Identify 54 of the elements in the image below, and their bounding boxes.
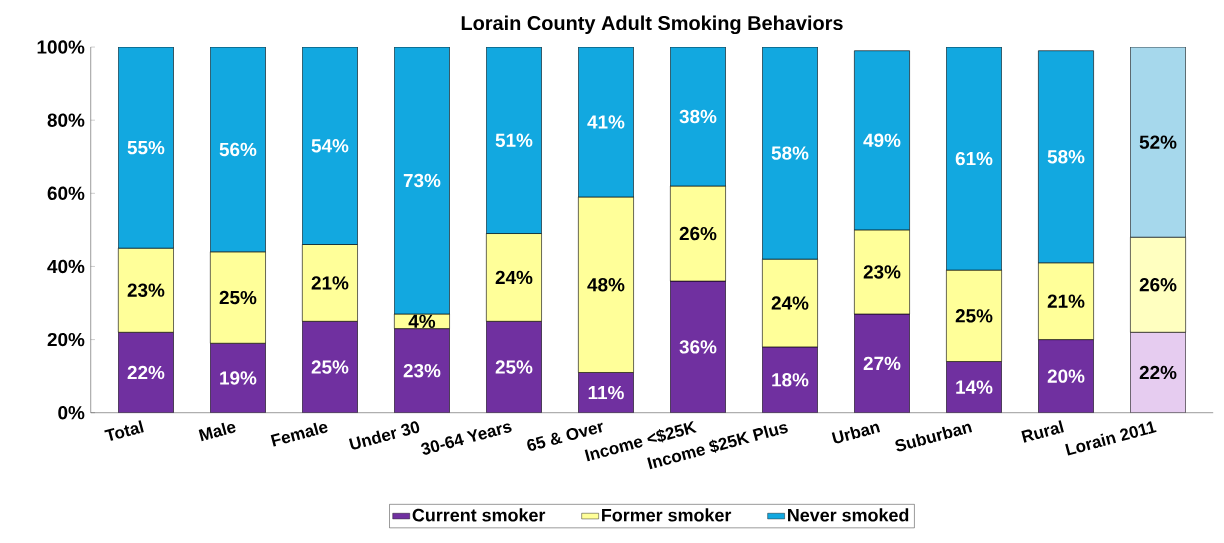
data-label: 25%	[955, 309, 993, 323]
legend-label: Current smoker	[412, 508, 546, 522]
data-label: 61%	[955, 151, 993, 166]
data-label: 22%	[1139, 365, 1177, 380]
chart-title: Lorain County Adult Smoking Behaviors	[461, 15, 843, 35]
data-label: 24%	[771, 296, 809, 310]
data-label: 49%	[863, 133, 901, 147]
data-label: 36%	[679, 340, 717, 354]
data-label: 38%	[679, 109, 717, 124]
y-tick-label: 60%	[47, 186, 85, 200]
y-tick-label: 20%	[47, 332, 85, 347]
x-tick-label: Rural	[1021, 420, 1064, 443]
data-label: 22%	[127, 365, 165, 380]
data-label: 56%	[219, 142, 257, 157]
y-tick-label: 40%	[47, 259, 85, 274]
x-tick-label: Female	[270, 422, 328, 447]
data-label: 19%	[220, 371, 257, 385]
data-label: 26%	[679, 226, 717, 241]
data-label: 25%	[311, 360, 349, 374]
data-label: 25%	[219, 290, 257, 305]
data-label: 4%	[408, 314, 436, 328]
data-label: 23%	[403, 363, 441, 378]
x-tick-label: Under 30	[348, 421, 420, 450]
data-label: 24%	[495, 270, 533, 285]
data-label: 21%	[1047, 294, 1085, 308]
data-label: 14%	[956, 380, 993, 394]
legend-label: Former smoker	[602, 508, 732, 522]
data-label: 23%	[863, 265, 901, 279]
data-label: 27%	[863, 356, 901, 370]
x-tick-label: Lorain 2011	[1065, 421, 1157, 456]
legend-label: Never smoked	[788, 508, 909, 522]
data-label: 54%	[311, 139, 349, 153]
x-tick-label: Urban	[831, 423, 881, 444]
y-tick-label: 0%	[58, 405, 85, 420]
data-label: 11%	[588, 385, 624, 400]
data-label: 18%	[772, 373, 809, 387]
data-label: 48%	[587, 277, 625, 292]
data-label: 20%	[1047, 369, 1085, 383]
data-label: 41%	[587, 115, 625, 129]
data-label: 26%	[1139, 277, 1177, 292]
x-tick-label: Male	[198, 422, 236, 442]
data-label: 52%	[1139, 135, 1177, 149]
x-tick-label: Total	[104, 420, 144, 441]
data-label: 58%	[1047, 150, 1085, 164]
y-tick-label: 80%	[47, 113, 85, 127]
data-label: 23%	[127, 283, 165, 297]
data-label: 25%	[495, 360, 533, 374]
data-label: 58%	[771, 146, 809, 160]
x-tick-label: 30-64 Years	[421, 423, 512, 455]
data-label: 51%	[495, 133, 533, 147]
y-tick-label: 100%	[37, 40, 85, 54]
data-label: 21%	[311, 276, 349, 290]
data-label: 73%	[403, 173, 441, 188]
data-label: 55%	[127, 140, 165, 155]
